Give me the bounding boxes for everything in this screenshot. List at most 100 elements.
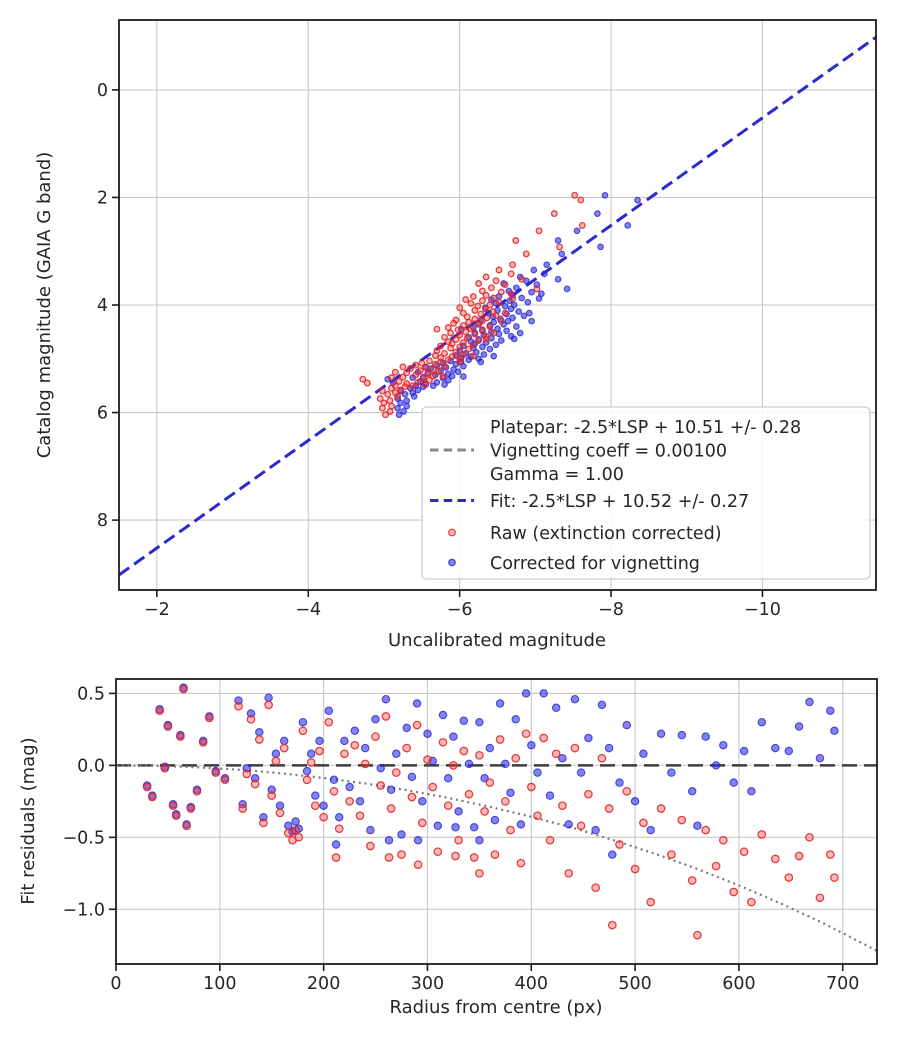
corrected-point: [250, 774, 260, 783]
raw-point: [376, 395, 384, 403]
corrected-point: [264, 693, 273, 702]
y-tick-label: 0.5: [77, 685, 105, 705]
corrected-point: [528, 288, 535, 296]
bottom-chart: 0 100 200 300 400 500 600 700 0.5 0.0 −0.5 −1.0 Radi…: [18, 678, 878, 1018]
corrected-point: [527, 740, 536, 750]
raw-point: [490, 329, 498, 337]
raw-point: [475, 337, 483, 344]
legend-label: Gamma = 1.00: [490, 465, 624, 485]
corrected-point: [381, 694, 391, 704]
raw-point: [630, 864, 640, 874]
corrected-point: [438, 710, 448, 720]
corrected-point: [558, 753, 567, 763]
raw-point: [478, 297, 486, 305]
raw-point: [521, 729, 531, 739]
corrected-point: [397, 830, 406, 839]
raw-point: [433, 847, 443, 857]
raw-point: [490, 294, 498, 302]
corrected-point: [570, 694, 580, 704]
corrected-point: [563, 285, 571, 293]
raw-point: [584, 789, 593, 799]
raw-point: [417, 818, 427, 828]
corrected-point: [444, 376, 452, 384]
raw-point: [142, 782, 152, 792]
raw-point: [271, 756, 281, 766]
corrected-point: [400, 408, 407, 415]
corrected-point: [492, 341, 500, 349]
raw-point: [481, 305, 489, 313]
raw-point: [298, 726, 308, 736]
raw-point: [443, 801, 453, 811]
raw-point: [475, 868, 484, 878]
raw-point: [340, 749, 349, 759]
raw-point: [378, 387, 386, 395]
raw-point: [422, 381, 430, 389]
raw-point: [406, 365, 414, 372]
corrected-point: [479, 343, 486, 351]
corrected-point: [242, 763, 252, 773]
raw-point: [469, 853, 479, 862]
raw-point: [459, 746, 469, 756]
corrected-point: [729, 778, 738, 787]
corrected-point: [397, 399, 404, 407]
raw-point: [464, 789, 474, 799]
corrected-point: [350, 726, 360, 736]
raw-point: [482, 335, 490, 343]
raw-point: [452, 335, 460, 343]
y-tick-label: 2: [97, 189, 108, 209]
corrected-point: [414, 386, 422, 394]
raw-point: [388, 402, 395, 410]
raw-point: [467, 299, 475, 307]
corrected-point: [465, 356, 473, 364]
corrected-point: [475, 717, 484, 727]
corrected-point: [306, 749, 316, 759]
x-tick-label: 600: [722, 974, 755, 994]
raw-point: [449, 761, 458, 770]
raw-point: [454, 326, 462, 334]
raw-point: [350, 740, 360, 750]
raw-point: [275, 808, 285, 818]
raw-point: [399, 363, 407, 371]
corrected-point: [615, 778, 624, 787]
raw-point: [805, 832, 814, 842]
corrected-point: [392, 749, 401, 759]
corrected-point: [639, 749, 648, 759]
raw-point: [667, 850, 676, 859]
raw-point: [482, 291, 490, 299]
raw-point: [371, 732, 380, 741]
raw-point: [391, 768, 401, 777]
corrected-point: [564, 820, 573, 829]
raw-point: [168, 801, 178, 811]
raw-point: [376, 781, 386, 790]
legend-dot-blue-icon: [448, 558, 456, 567]
corrected-point: [513, 323, 520, 330]
raw-point: [512, 237, 520, 244]
corrected-point: [516, 329, 524, 337]
corrected-point: [634, 196, 641, 204]
raw-point: [478, 287, 486, 295]
corrected-point: [255, 728, 264, 737]
raw-point: [693, 930, 702, 940]
raw-point: [533, 285, 541, 293]
raw-point: [425, 376, 433, 384]
top-chart: −2 −4 −6 −8 −10 0 2 4 6 8 Uncalibrated magnitude Ca…: [34, 19, 877, 651]
corrected-point: [302, 766, 312, 776]
corrected-point: [410, 393, 418, 400]
corrected-point: [646, 825, 655, 835]
raw-point: [192, 786, 202, 796]
corrected-point: [441, 381, 448, 388]
raw-point: [497, 317, 505, 325]
corrected-point: [490, 352, 498, 360]
corrected-point: [291, 817, 300, 826]
raw-point: [500, 796, 510, 806]
corrected-point: [403, 402, 411, 410]
raw-point: [485, 778, 495, 787]
raw-point: [397, 386, 405, 394]
y-tick-label: 0: [97, 81, 108, 101]
x-tick-label: −8: [598, 600, 624, 620]
raw-point: [501, 281, 509, 289]
raw-point: [492, 312, 500, 320]
legend-label: Fit: -2.5*LSP + 10.52 +/- 0.27: [490, 492, 749, 512]
corrected-point: [622, 720, 632, 730]
corrected-point: [267, 785, 276, 795]
